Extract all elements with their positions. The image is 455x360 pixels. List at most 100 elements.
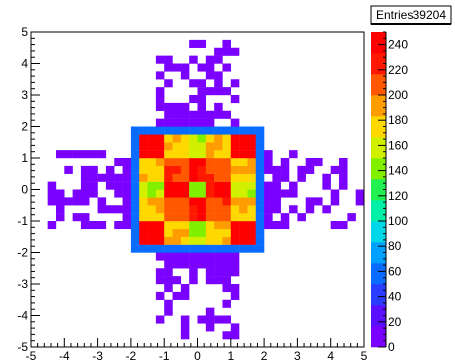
bin bbox=[239, 205, 248, 214]
bin bbox=[280, 165, 290, 174]
bin bbox=[164, 55, 173, 64]
palette-swatch bbox=[371, 53, 386, 75]
bin bbox=[130, 126, 140, 135]
bin bbox=[172, 236, 182, 245]
bin bbox=[55, 189, 65, 198]
bin bbox=[230, 142, 240, 151]
bin bbox=[180, 291, 190, 300]
palette-tick-label: 200 bbox=[388, 88, 408, 102]
x-tick-label: -5 bbox=[26, 349, 37, 360]
bin bbox=[205, 276, 215, 285]
bin bbox=[80, 213, 90, 222]
bin bbox=[180, 284, 190, 293]
bin bbox=[205, 197, 215, 206]
bin bbox=[247, 173, 256, 182]
bin bbox=[214, 213, 223, 222]
bin bbox=[230, 173, 240, 182]
bin bbox=[139, 134, 148, 143]
bin bbox=[180, 173, 190, 182]
bin bbox=[155, 315, 165, 324]
bin bbox=[105, 181, 115, 190]
bin bbox=[189, 118, 198, 127]
bin bbox=[164, 63, 173, 72]
bin bbox=[339, 158, 348, 167]
bin bbox=[55, 205, 65, 214]
bin bbox=[197, 142, 207, 151]
bin bbox=[205, 228, 215, 237]
palette-tick-label: 60 bbox=[388, 264, 402, 278]
bin bbox=[180, 126, 190, 135]
bin bbox=[222, 63, 231, 72]
bin bbox=[239, 126, 248, 135]
bin bbox=[214, 221, 223, 230]
bin bbox=[172, 205, 182, 214]
bin bbox=[180, 205, 190, 214]
bin bbox=[330, 197, 340, 206]
bin bbox=[355, 189, 365, 198]
bin bbox=[122, 189, 132, 198]
bin bbox=[255, 142, 265, 151]
bin bbox=[139, 236, 148, 245]
bin bbox=[64, 165, 73, 174]
bin bbox=[47, 189, 57, 198]
bin bbox=[105, 165, 115, 174]
bin bbox=[230, 47, 240, 56]
bin bbox=[355, 197, 365, 206]
bin bbox=[214, 165, 223, 174]
bin bbox=[172, 228, 182, 237]
bin bbox=[172, 181, 182, 190]
bin bbox=[222, 197, 231, 206]
bin bbox=[205, 165, 215, 174]
bin bbox=[189, 134, 198, 143]
palette-swatch bbox=[371, 158, 386, 180]
bin bbox=[130, 213, 140, 222]
bin bbox=[205, 71, 215, 80]
palette-tick-label: 20 bbox=[388, 315, 402, 329]
bin bbox=[339, 165, 348, 174]
bin bbox=[147, 236, 157, 245]
bin bbox=[164, 213, 173, 222]
bin bbox=[247, 142, 256, 151]
bin bbox=[97, 173, 107, 182]
bin bbox=[214, 150, 223, 159]
palette-swatch bbox=[371, 32, 386, 54]
bin bbox=[214, 252, 223, 261]
bin bbox=[197, 63, 207, 72]
bin bbox=[239, 213, 248, 222]
bin bbox=[314, 158, 323, 167]
bin bbox=[164, 205, 173, 214]
bin bbox=[172, 134, 182, 143]
bin bbox=[139, 158, 148, 167]
bin bbox=[72, 189, 82, 198]
bin bbox=[164, 299, 173, 308]
bin bbox=[222, 315, 231, 324]
bin bbox=[180, 142, 190, 151]
bin bbox=[147, 189, 157, 198]
bin bbox=[264, 150, 273, 159]
bin bbox=[205, 315, 215, 324]
bin bbox=[139, 126, 148, 135]
x-tick-label: 5 bbox=[361, 349, 368, 360]
bin bbox=[130, 158, 140, 167]
bin bbox=[189, 189, 198, 198]
bin bbox=[272, 197, 281, 206]
bin bbox=[197, 165, 207, 174]
palette-swatch bbox=[371, 326, 386, 348]
bin bbox=[155, 213, 165, 222]
bin bbox=[180, 244, 190, 253]
bin bbox=[130, 165, 140, 174]
bin bbox=[180, 331, 190, 340]
bin bbox=[247, 228, 256, 237]
bin bbox=[255, 228, 265, 237]
bin bbox=[272, 165, 281, 174]
bin bbox=[80, 221, 90, 230]
bin bbox=[247, 134, 256, 143]
stats-label: Entries bbox=[376, 8, 413, 22]
bin bbox=[197, 95, 207, 104]
bin bbox=[214, 189, 223, 198]
bin bbox=[155, 244, 165, 253]
bin bbox=[189, 142, 198, 151]
bin bbox=[205, 55, 215, 64]
x-tick-label: 2 bbox=[261, 349, 268, 360]
